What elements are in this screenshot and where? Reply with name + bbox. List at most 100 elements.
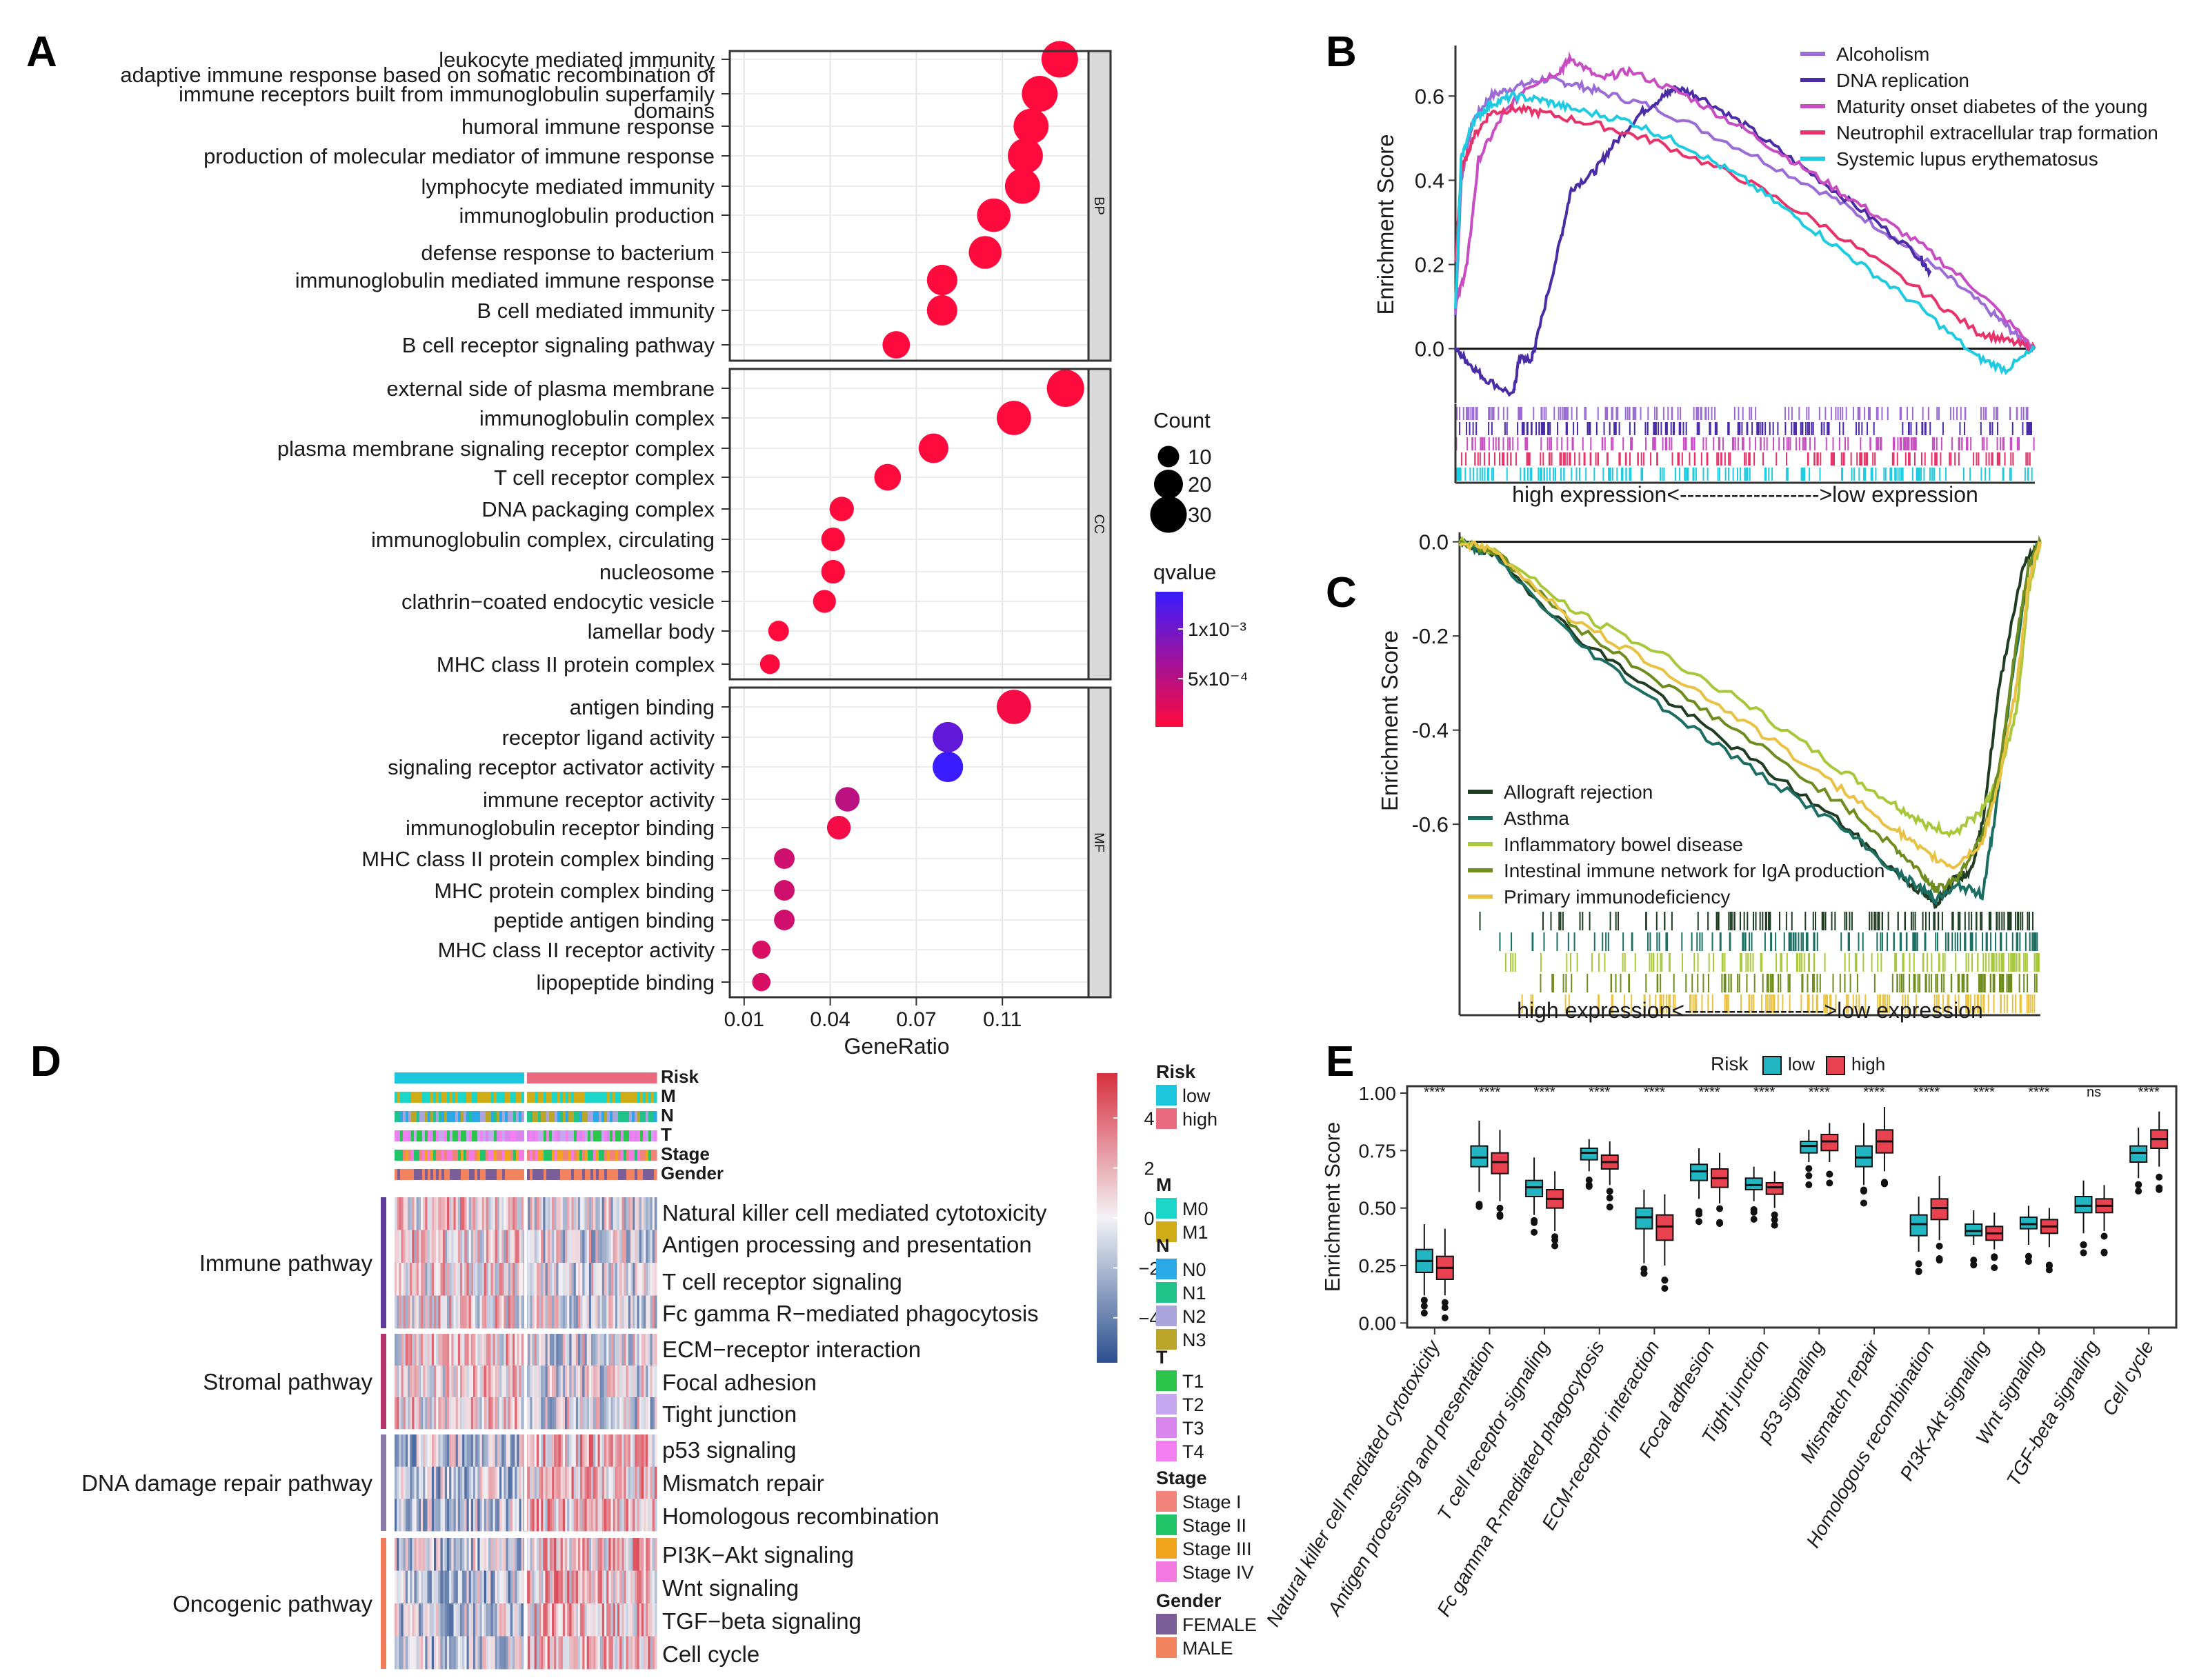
heatmap-cell xyxy=(488,1366,491,1398)
heatmap-cell xyxy=(630,1397,633,1430)
heatmap-cell xyxy=(521,1263,524,1296)
heatmap-cell xyxy=(499,1434,502,1468)
heatmap-cell xyxy=(444,1499,448,1532)
heatmap-cell xyxy=(606,1197,609,1230)
heatmap-cell xyxy=(425,1636,428,1670)
heatmap-cell xyxy=(606,1603,609,1637)
heatmap-cell xyxy=(397,1295,399,1329)
box xyxy=(1800,1141,1818,1154)
heatmap-cell xyxy=(586,1466,590,1499)
heatmap-cell xyxy=(606,1636,609,1670)
heatmap-cell xyxy=(619,1538,622,1571)
heatmap-cell xyxy=(626,1603,629,1637)
heatmap-cell xyxy=(562,1334,566,1366)
heatmap-cell xyxy=(639,1334,642,1366)
enrichment-line xyxy=(1458,535,2042,839)
heatmap-cell xyxy=(399,1334,401,1366)
heatmap-cell xyxy=(479,1636,483,1670)
heatmap-cell xyxy=(451,1466,454,1499)
heatmap-cell xyxy=(427,1434,430,1468)
heatmap-cell xyxy=(395,1295,397,1329)
heatmap-cell xyxy=(490,1366,493,1398)
heatmap-cell xyxy=(534,1334,537,1366)
heatmap-cell xyxy=(453,1230,457,1263)
annotation-cell xyxy=(505,1092,508,1103)
heatmap-cell xyxy=(451,1230,454,1263)
heatmap-cell xyxy=(573,1499,577,1532)
heatmap-cell xyxy=(573,1570,577,1604)
heatmap-cell xyxy=(617,1197,620,1230)
annotation-cell xyxy=(521,1130,525,1141)
heatmap-cell xyxy=(475,1397,478,1430)
annotation-cell xyxy=(568,1150,572,1161)
heatmap-cell xyxy=(597,1499,601,1532)
heatmap-cell xyxy=(571,1434,575,1468)
heatmap-cell xyxy=(412,1466,415,1499)
annotation-cell xyxy=(491,1072,495,1083)
annotation-cell xyxy=(590,1169,594,1180)
annotation-cell xyxy=(475,1072,478,1083)
legend-label: low xyxy=(1788,1054,1815,1074)
heatmap-cell xyxy=(608,1538,611,1571)
heatmap-cell xyxy=(410,1230,412,1263)
heatmap-cell xyxy=(440,1570,444,1604)
heatmap-cell xyxy=(613,1603,616,1637)
outlier-point xyxy=(2100,1249,2108,1257)
heatmap-cell xyxy=(460,1197,463,1230)
annotation-track-label: Stage xyxy=(661,1143,710,1164)
group-gap xyxy=(524,1538,527,1669)
heatmap-cell xyxy=(575,1230,579,1263)
annotation-cell xyxy=(414,1130,417,1141)
heatmap-cell xyxy=(617,1263,620,1296)
heatmap-cell xyxy=(517,1397,519,1430)
heatmap-cell xyxy=(539,1366,541,1398)
heatmap-cell xyxy=(497,1397,500,1430)
annotation-cell xyxy=(566,1130,569,1141)
annotation-cell xyxy=(480,1111,484,1122)
annotation-cell xyxy=(615,1111,619,1122)
annotation-cell xyxy=(588,1072,591,1083)
heatmap-cell xyxy=(580,1263,583,1296)
heatmap-cell xyxy=(405,1603,408,1637)
heatmap-cell xyxy=(447,1230,450,1263)
heatmap-cell xyxy=(453,1397,457,1430)
y-tick-label: 0.50 xyxy=(1359,1198,1397,1219)
heatmap-cell xyxy=(601,1434,605,1468)
heatmap-cell xyxy=(457,1397,461,1430)
heatmap-cell xyxy=(453,1466,457,1499)
dot-point xyxy=(813,590,836,613)
heatmap-cell xyxy=(545,1538,548,1571)
annotation-cell xyxy=(480,1130,484,1141)
significance-label: **** xyxy=(1863,1085,1884,1100)
heatmap-cell xyxy=(416,1334,419,1366)
heatmap-cell xyxy=(610,1538,614,1571)
outlier-point xyxy=(2135,1188,2142,1195)
outlier-point xyxy=(1640,1270,1648,1277)
legend-label: DNA replication xyxy=(1836,70,1969,91)
annotation-cell xyxy=(505,1169,508,1180)
heatmap-cell xyxy=(580,1397,583,1430)
heatmap-cell xyxy=(493,1295,496,1329)
heatmap-cell xyxy=(397,1334,399,1366)
heatmap-cell xyxy=(582,1603,585,1637)
heatmap-cell xyxy=(595,1538,598,1571)
annotation-cell xyxy=(419,1072,423,1083)
heatmap-cell xyxy=(539,1263,541,1296)
heatmap-cell xyxy=(475,1434,478,1468)
heatmap-cell xyxy=(639,1263,642,1296)
heatmap-cell xyxy=(578,1570,581,1604)
heatmap-cell xyxy=(405,1366,408,1398)
heatmap-cell xyxy=(637,1197,640,1230)
significance-label: ns xyxy=(2087,1085,2101,1100)
heatmap-cell xyxy=(397,1397,399,1430)
annotation-cell xyxy=(508,1169,511,1180)
annotation-cell xyxy=(590,1130,594,1141)
annotation-cell xyxy=(610,1169,613,1180)
heatmap-cell xyxy=(624,1366,627,1398)
heatmap-cell xyxy=(399,1263,401,1296)
heatmap-cell xyxy=(418,1230,421,1263)
heatmap-cell xyxy=(626,1466,629,1499)
legend-label: Maturity onset diabetes of the young xyxy=(1836,96,2147,117)
heatmap-cell xyxy=(416,1230,419,1263)
heatmap-cell xyxy=(608,1366,611,1398)
